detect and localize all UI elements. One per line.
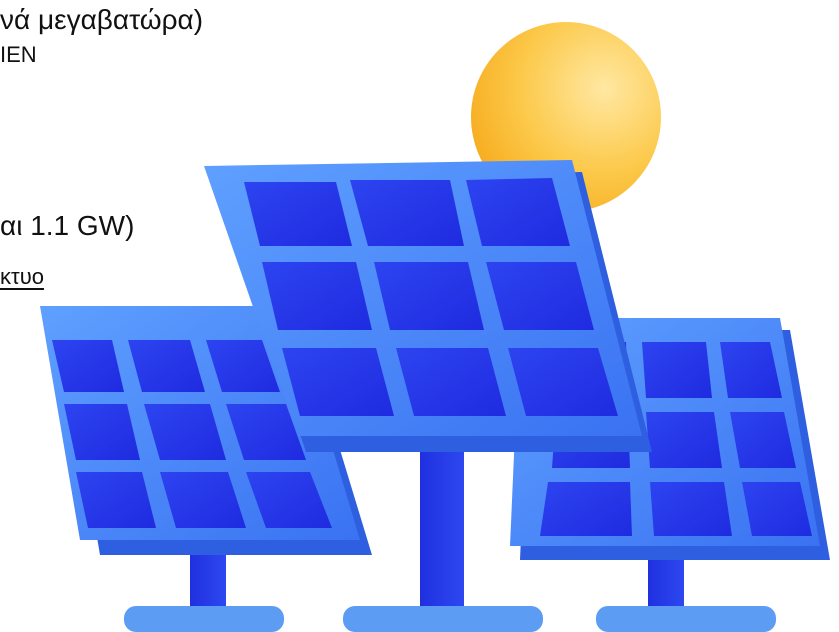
center-panel-stand [343,440,543,632]
center-solar-panel [204,160,652,452]
text-line-gigawatt: αι 1.1 GW) [0,210,135,241]
text-line-ien: ΙΕΝ [0,42,37,67]
network-link[interactable]: κτυο [0,264,44,289]
text-line-megawatt-hours: νά μεγαβατώρα) [0,4,204,35]
right-panel-stand [596,540,776,632]
